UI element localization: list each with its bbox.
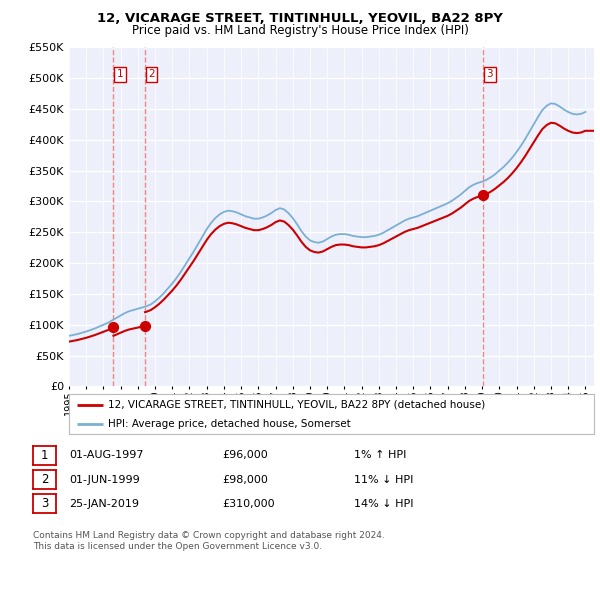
Text: 2: 2 <box>41 473 48 486</box>
Text: 01-JUN-1999: 01-JUN-1999 <box>69 475 140 484</box>
Text: 1% ↑ HPI: 1% ↑ HPI <box>354 451 406 460</box>
Text: £96,000: £96,000 <box>222 451 268 460</box>
Text: 3: 3 <box>41 497 48 510</box>
Text: 3: 3 <box>487 69 493 79</box>
Point <box>479 191 488 200</box>
Text: 2: 2 <box>148 69 155 79</box>
Text: 14% ↓ HPI: 14% ↓ HPI <box>354 499 413 509</box>
Text: 1: 1 <box>41 449 48 462</box>
Text: £310,000: £310,000 <box>222 499 275 509</box>
Text: HPI: Average price, detached house, Somerset: HPI: Average price, detached house, Some… <box>109 419 351 428</box>
Text: 1: 1 <box>116 69 123 79</box>
Text: 12, VICARAGE STREET, TINTINHULL, YEOVIL, BA22 8PY: 12, VICARAGE STREET, TINTINHULL, YEOVIL,… <box>97 12 503 25</box>
Point <box>109 323 118 332</box>
Text: Contains HM Land Registry data © Crown copyright and database right 2024.: Contains HM Land Registry data © Crown c… <box>33 531 385 540</box>
Text: £98,000: £98,000 <box>222 475 268 484</box>
Text: 01-AUG-1997: 01-AUG-1997 <box>69 451 143 460</box>
Text: Price paid vs. HM Land Registry's House Price Index (HPI): Price paid vs. HM Land Registry's House … <box>131 24 469 37</box>
Text: 25-JAN-2019: 25-JAN-2019 <box>69 499 139 509</box>
Text: This data is licensed under the Open Government Licence v3.0.: This data is licensed under the Open Gov… <box>33 542 322 550</box>
Point <box>140 322 150 331</box>
Text: 12, VICARAGE STREET, TINTINHULL, YEOVIL, BA22 8PY (detached house): 12, VICARAGE STREET, TINTINHULL, YEOVIL,… <box>109 400 485 410</box>
Text: 11% ↓ HPI: 11% ↓ HPI <box>354 475 413 484</box>
